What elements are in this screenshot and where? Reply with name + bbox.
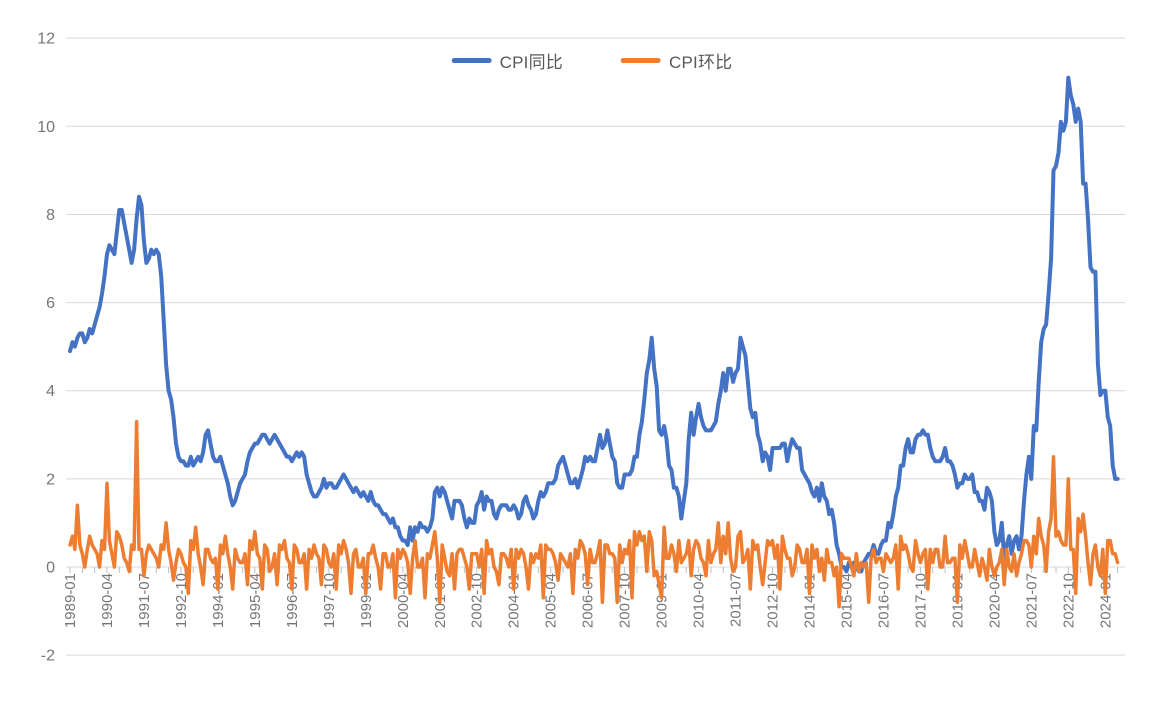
x-axis-label-1991-07: 1991-07 bbox=[136, 573, 153, 628]
x-axis-label-2021-07: 2021-07 bbox=[1023, 573, 1040, 628]
legend: CPI同比 CPI环比 bbox=[451, 48, 733, 73]
x-axis-label-2006-07: 2006-07 bbox=[580, 573, 597, 628]
series-line-cpi-mom bbox=[68, 419, 1120, 609]
y-axis-label-4: 4 bbox=[46, 383, 55, 400]
x-axis-label-2012-10: 2012-10 bbox=[765, 573, 782, 628]
x-axis-label-2005-04: 2005-04 bbox=[543, 573, 560, 628]
x-axis-label-2011-07: 2011-07 bbox=[728, 573, 745, 627]
x-axis-label-1992-10: 1992-10 bbox=[173, 573, 190, 628]
y-axis-label-8: 8 bbox=[46, 207, 55, 224]
x-axis-label-1996-07: 1996-07 bbox=[284, 573, 301, 628]
x-axis-label-2020-04: 2020-04 bbox=[986, 573, 1003, 628]
legend-label-cpi-mom: CPI环比 bbox=[669, 53, 733, 72]
x-axis-label-2002-10: 2002-10 bbox=[469, 573, 486, 628]
x-axis-label-2016-07: 2016-07 bbox=[875, 573, 892, 628]
y-axis-labels: 12 10 8 6 4 2 0 -2 bbox=[37, 31, 55, 665]
x-axis-label-2024-01: 2024-01 bbox=[1097, 573, 1114, 628]
x-axis-label-1997-10: 1997-10 bbox=[321, 573, 338, 628]
y-axis-label-6: 6 bbox=[46, 295, 55, 312]
x-axis-label-1995-04: 1995-04 bbox=[247, 573, 264, 628]
x-axis-label-2010-04: 2010-04 bbox=[691, 573, 708, 628]
x-axis-labels: 1989-01 1990-04 1991-07 1992-10 1994-01 1995-… bbox=[62, 573, 1114, 628]
y-axis-label-0: 0 bbox=[46, 560, 55, 577]
y-axis-label--2: -2 bbox=[41, 648, 55, 665]
x-axis-label-1994-01: 1994-01 bbox=[210, 573, 227, 628]
legend-label-cpi-yoy: CPI同比 bbox=[499, 53, 563, 72]
legend-swatch-cpi-mom bbox=[621, 58, 661, 63]
legend-swatch-cpi-yoy bbox=[451, 58, 492, 63]
x-axis-label-2007-10: 2007-10 bbox=[617, 573, 634, 628]
x-axis-label-1990-04: 1990-04 bbox=[99, 573, 116, 628]
x-axis-label-1999-01: 1999-01 bbox=[358, 573, 375, 628]
legend-item-cpi-yoy: CPI同比 bbox=[451, 48, 563, 73]
y-axis-label-2: 2 bbox=[46, 471, 55, 488]
x-axis-label-2014-01: 2014-01 bbox=[802, 573, 819, 628]
x-axis-label-2000-04: 2000-04 bbox=[395, 573, 412, 628]
x-axis-label-2015-04: 2015-04 bbox=[838, 573, 855, 628]
series-line-cpi-yoy bbox=[68, 75, 1120, 574]
y-axis-label-10: 10 bbox=[37, 119, 55, 136]
x-axis-label-2004-01: 2004-01 bbox=[506, 573, 523, 628]
y-axis-label-12: 12 bbox=[37, 31, 55, 48]
x-axis-label-2017-10: 2017-10 bbox=[912, 573, 929, 628]
x-axis-label-2022-10: 2022-10 bbox=[1060, 573, 1077, 628]
x-axis-label-1989-01: 1989-01 bbox=[62, 573, 79, 628]
legend-item-cpi-mom: CPI环比 bbox=[621, 48, 732, 73]
